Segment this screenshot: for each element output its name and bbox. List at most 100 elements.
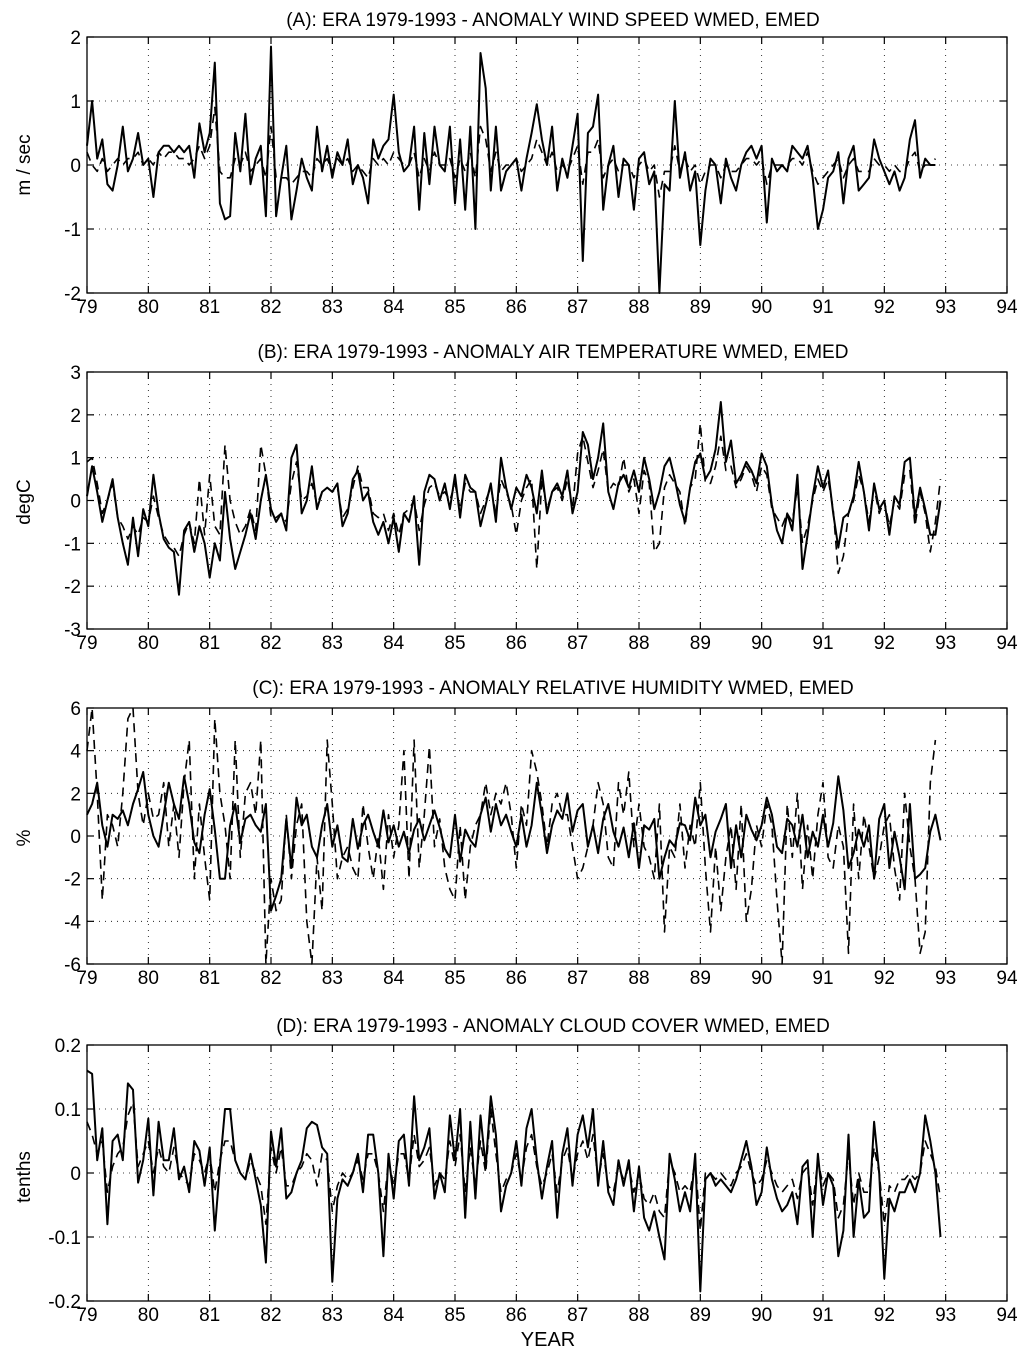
panel-d-ticks: 79 80 81 82 83 84 85 86 87 88 89 90 91 92 93 94 -0.2 -0.1… bbox=[48, 1036, 1018, 1326]
panel-c-xtick-label: 84 bbox=[383, 968, 405, 989]
panel-b-xtick-label: 86 bbox=[506, 633, 527, 654]
panel-c-xtick-label: 83 bbox=[322, 968, 343, 989]
panel-a-ytick-label: 2 bbox=[70, 28, 81, 49]
panel-c-xtick-label: 90 bbox=[751, 968, 772, 989]
panel-a-ytick-label: 0 bbox=[70, 156, 81, 177]
panel-d-xtick-label: 90 bbox=[751, 1305, 772, 1326]
panel-d-ytick-label: 0.2 bbox=[55, 1036, 81, 1057]
panel-d-xtick-label: 81 bbox=[199, 1305, 220, 1326]
panel-a-xtick-label: 79 bbox=[76, 297, 97, 318]
panel-a: (A): ERA 1979-1993 - ANOMALY WIND SPEED … bbox=[14, 10, 1018, 318]
panel-a-y-axis-label: m / sec bbox=[14, 134, 35, 195]
panel-c-xtick-label: 86 bbox=[506, 968, 527, 989]
panel-a-xtick-label: 92 bbox=[874, 297, 895, 318]
panel-d-xtick-label: 86 bbox=[506, 1305, 527, 1326]
panel-d-series bbox=[86, 1069, 942, 1293]
panel-b-ytick-label: 1 bbox=[70, 449, 81, 470]
panel-a-xtick-label: 85 bbox=[444, 297, 465, 318]
panel-c-ytick-label: 2 bbox=[70, 784, 81, 805]
panel-c-grid bbox=[87, 708, 1007, 964]
panel-b-ticks: 79 80 81 82 83 84 85 86 87 88 89 90 91 92 93 94 -3 -2 -1 0 1… bbox=[64, 363, 1018, 654]
panel-a-xtick-label: 89 bbox=[690, 297, 711, 318]
panel-c-title: (C): ERA 1979-1993 - ANOMALY RELATIVE HU… bbox=[252, 678, 853, 699]
panel-d-xtick-label: 85 bbox=[444, 1305, 465, 1326]
panel-a-xtick-label: 90 bbox=[751, 297, 772, 318]
panel-a-xtick-label: 82 bbox=[260, 297, 281, 318]
panel-b-xtick-label: 93 bbox=[935, 633, 956, 654]
panel-a-xtick-label: 86 bbox=[506, 297, 527, 318]
panel-d-xtick-label: 89 bbox=[690, 1305, 711, 1326]
panel-b-ytick-label: 2 bbox=[70, 406, 81, 427]
panel-d-xtick-label: 83 bbox=[322, 1305, 343, 1326]
panel-c-ytick-label: -6 bbox=[64, 955, 81, 976]
panel-c-frame bbox=[86, 707, 1008, 965]
panel-c-xtick-label: 93 bbox=[935, 968, 956, 989]
panel-a-ticks: 79 80 81 82 83 84 85 86 87 88 89 90 91 92 93 94 -2 -1 0 1 2 bbox=[64, 28, 1018, 318]
panel-b-xtick-label: 83 bbox=[322, 633, 343, 654]
panel-b-dashed-series bbox=[86, 422, 942, 575]
panel-c-ytick-label: 0 bbox=[70, 827, 81, 848]
panel-a-series bbox=[86, 45, 937, 294]
panel-d-ytick-label: -0.2 bbox=[48, 1292, 81, 1313]
panel-c-xtick-label: 85 bbox=[444, 968, 465, 989]
panel-a-xtick-label: 83 bbox=[322, 297, 343, 318]
panel-d-grid bbox=[87, 1045, 1007, 1301]
panel-c-dashed-series bbox=[86, 707, 937, 965]
panel-d-title: (D): ERA 1979-1993 - ANOMALY CLOUD COVER… bbox=[276, 1016, 830, 1037]
panel-b-frame bbox=[86, 371, 1008, 630]
panel-b-ytick-label: -2 bbox=[64, 577, 81, 598]
panel-d-xtick-label: 91 bbox=[812, 1305, 833, 1326]
panel-d: (D): ERA 1979-1993 - ANOMALY CLOUD COVER… bbox=[14, 1016, 1018, 1326]
panel-c-xtick-label: 79 bbox=[76, 968, 97, 989]
panel-d-ytick-label: 0 bbox=[70, 1164, 81, 1185]
panel-c-ticks: 79 80 81 82 83 84 85 86 87 88 89 90 91 92 93 94 -6 -4 -2 0 2… bbox=[64, 699, 1018, 989]
panel-d-xtick-label: 92 bbox=[874, 1305, 895, 1326]
panel-d-y-axis-label: tenths bbox=[14, 1151, 35, 1203]
panel-a-title: (A): ERA 1979-1993 - ANOMALY WIND SPEED … bbox=[286, 10, 820, 31]
panel-b-series bbox=[86, 401, 942, 596]
panel-a-xtick-label: 84 bbox=[383, 297, 405, 318]
panel-c-xtick-label: 91 bbox=[812, 968, 833, 989]
panel-b-ytick-label: 3 bbox=[70, 363, 81, 384]
panel-b-y-axis-label: degC bbox=[14, 479, 35, 524]
panel-b-xtick-label: 90 bbox=[751, 633, 772, 654]
panel-d-xtick-label: 88 bbox=[628, 1305, 649, 1326]
panel-c-ytick-label: -2 bbox=[64, 870, 81, 891]
panel-b-xtick-label: 79 bbox=[76, 633, 97, 654]
panel-c-series bbox=[86, 707, 942, 965]
panel-a-xtick-label: 87 bbox=[567, 297, 588, 318]
panel-d-ytick-label: -0.1 bbox=[48, 1228, 81, 1249]
panel-b-xtick-label: 91 bbox=[812, 633, 833, 654]
panel-b-xtick-label: 80 bbox=[138, 633, 159, 654]
panel-b-xtick-label: 87 bbox=[567, 633, 588, 654]
panel-c-xtick-label: 80 bbox=[138, 968, 159, 989]
panel-d-solid-series bbox=[86, 1069, 942, 1293]
panel-c: (C): ERA 1979-1993 - ANOMALY RELATIVE HU… bbox=[14, 678, 1018, 989]
panel-c-ytick-label: 4 bbox=[70, 742, 81, 763]
panel-a-xtick-label: 88 bbox=[628, 297, 649, 318]
panel-a-frame bbox=[86, 36, 1008, 294]
panel-a-ytick-label: -2 bbox=[64, 284, 81, 305]
panel-d-xtick-label: 79 bbox=[76, 1305, 97, 1326]
panel-a-xtick-label: 80 bbox=[138, 297, 159, 318]
panel-b-xtick-label: 84 bbox=[383, 633, 405, 654]
panel-a-xtick-label: 94 bbox=[996, 297, 1018, 318]
panel-b-xtick-label: 94 bbox=[996, 633, 1018, 654]
panel-c-ytick-label: -4 bbox=[64, 912, 81, 933]
panel-a-dashed-series bbox=[86, 106, 937, 198]
panel-a-xtick-label: 93 bbox=[935, 297, 956, 318]
panel-c-xtick-label: 81 bbox=[199, 968, 220, 989]
panel-a-xtick-label: 81 bbox=[199, 297, 220, 318]
panel-c-xtick-label: 82 bbox=[260, 968, 281, 989]
panel-b-title: (B): ERA 1979-1993 - ANOMALY AIR TEMPERA… bbox=[258, 342, 849, 363]
panel-b-xtick-label: 82 bbox=[260, 633, 281, 654]
panel-c-xtick-label: 94 bbox=[996, 968, 1018, 989]
panel-d-xtick-label: 87 bbox=[567, 1305, 588, 1326]
panel-d-ytick-label: 0.1 bbox=[55, 1100, 81, 1121]
panel-c-xtick-label: 88 bbox=[628, 968, 649, 989]
panel-d-xtick-label: 93 bbox=[935, 1305, 956, 1326]
panel-b-xtick-label: 88 bbox=[628, 633, 649, 654]
panel-b-ytick-label: -1 bbox=[64, 534, 81, 555]
panel-b-xtick-label: 81 bbox=[199, 633, 220, 654]
